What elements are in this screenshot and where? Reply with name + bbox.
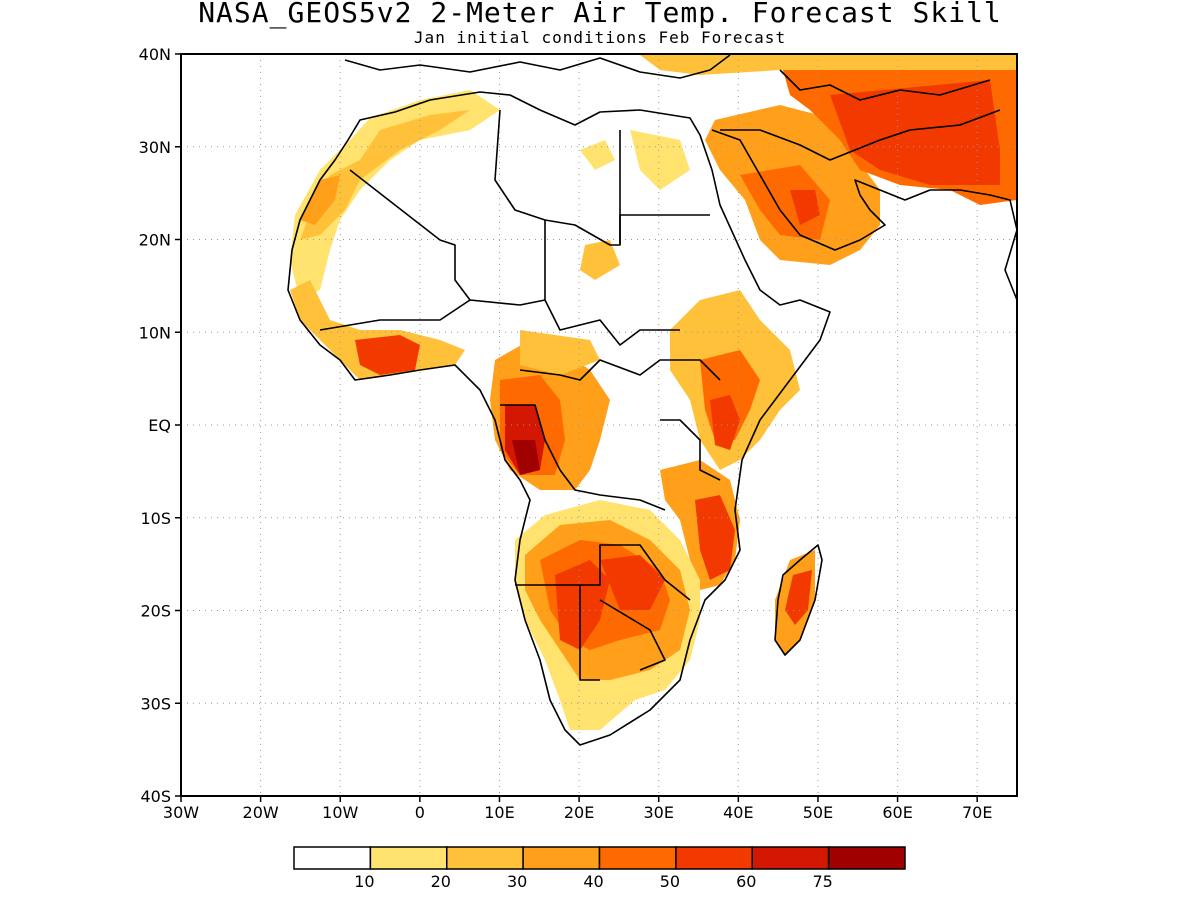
border-southern — [515, 544, 691, 601]
lat-label: 20N — [139, 231, 171, 250]
lon-label: 10E — [484, 803, 514, 822]
chart-subtitle: Jan initial conditions Feb Forecast — [413, 28, 787, 47]
colorbar-swatch — [751, 846, 830, 870]
border-iran — [779, 69, 991, 101]
shade-congo-darkest — [512, 440, 540, 475]
shade-namibia-dark — [555, 560, 610, 650]
lat-label: 10S — [140, 509, 171, 528]
shade-egypt-yellow — [630, 130, 690, 190]
border-sudan — [544, 220, 680, 346]
colorbar-label: 50 — [660, 872, 680, 891]
shade-madagascar-red — [785, 570, 812, 625]
lon-label: 40E — [723, 803, 753, 822]
africa-coastline — [287, 91, 831, 746]
lon-label: 20E — [564, 803, 594, 822]
lat-label: 30S — [140, 694, 171, 713]
colorbar-swatch — [446, 846, 524, 870]
colorbar-swatch — [827, 846, 906, 870]
shade-iran-red — [830, 80, 1000, 185]
shade-north-yellow — [640, 55, 1017, 75]
coastlines — [287, 54, 1017, 746]
colorbar-label: 60 — [736, 872, 756, 891]
shade-chad-yellow — [580, 240, 620, 280]
shade-sudan-yellow — [520, 330, 600, 375]
shade-west-africa-red — [355, 335, 420, 375]
lon-label: 10W — [322, 803, 358, 822]
lat-label: 40S — [140, 787, 171, 806]
chart-title: NASA_GEOS5v2 2-Meter Air Temp. Forecast … — [198, 0, 1002, 29]
colorbar-label: 30 — [507, 872, 527, 891]
colorbar-swatch — [522, 846, 601, 870]
shade-east-coast-red — [710, 395, 740, 450]
lon-label: 60E — [882, 803, 912, 822]
lon-label: 50E — [803, 803, 833, 822]
border-congo — [500, 404, 666, 511]
colorbar: 10 20 30 40 50 60 75 — [293, 846, 906, 891]
shade-nw-africa-red — [300, 175, 340, 225]
colorbar-swatch — [598, 846, 677, 870]
colorbar-swatch — [369, 846, 448, 870]
lat-label: 10N — [139, 323, 171, 342]
shade-arabia-dark — [790, 190, 820, 225]
latitude-labels: 40N 30N 20N 10N EQ 10S 20S 30S 40S — [139, 45, 171, 806]
border-east — [660, 419, 721, 481]
lat-label: EQ — [148, 416, 171, 435]
longitude-labels: 30W 20W 10W 0 10E 20E 30E 40E 50E 60E 70E — [163, 803, 993, 822]
arabia-coastline — [711, 129, 1017, 301]
border-arabia — [720, 109, 1001, 161]
axis-ticks — [175, 53, 978, 802]
shade-mozambique-red — [695, 495, 735, 580]
lon-label: 30E — [643, 803, 673, 822]
border-botswana — [599, 599, 666, 671]
border-west — [319, 299, 471, 331]
lat-label: 30N — [139, 138, 171, 157]
colorbar-label: 10 — [354, 872, 374, 891]
border-namibia — [579, 585, 600, 681]
lat-label: 40N — [139, 45, 171, 64]
shade-nw-africa-orange — [300, 110, 470, 240]
skill-shading — [290, 55, 1017, 730]
map-grid — [181, 54, 1017, 796]
lon-label: 20W — [243, 803, 279, 822]
lon-label: 70E — [962, 803, 992, 822]
shade-zambia-dark — [600, 555, 665, 610]
lat-label: 20S — [140, 602, 171, 621]
shade-west-africa-yellow — [290, 280, 465, 380]
colorbar-label: 75 — [812, 872, 832, 891]
mediterranean-coast — [344, 54, 731, 79]
lon-label: 0 — [415, 803, 425, 822]
madagascar-coastline — [774, 544, 823, 656]
colorbar-swatch — [293, 846, 372, 870]
border-sahara-1 — [349, 169, 546, 306]
lon-label: 30W — [163, 803, 199, 822]
colorbar-label: 20 — [431, 872, 451, 891]
colorbar-label: 40 — [583, 872, 603, 891]
border-central — [519, 359, 721, 381]
colorbar-swatch — [675, 846, 753, 870]
shade-libya-yellow — [580, 140, 615, 170]
